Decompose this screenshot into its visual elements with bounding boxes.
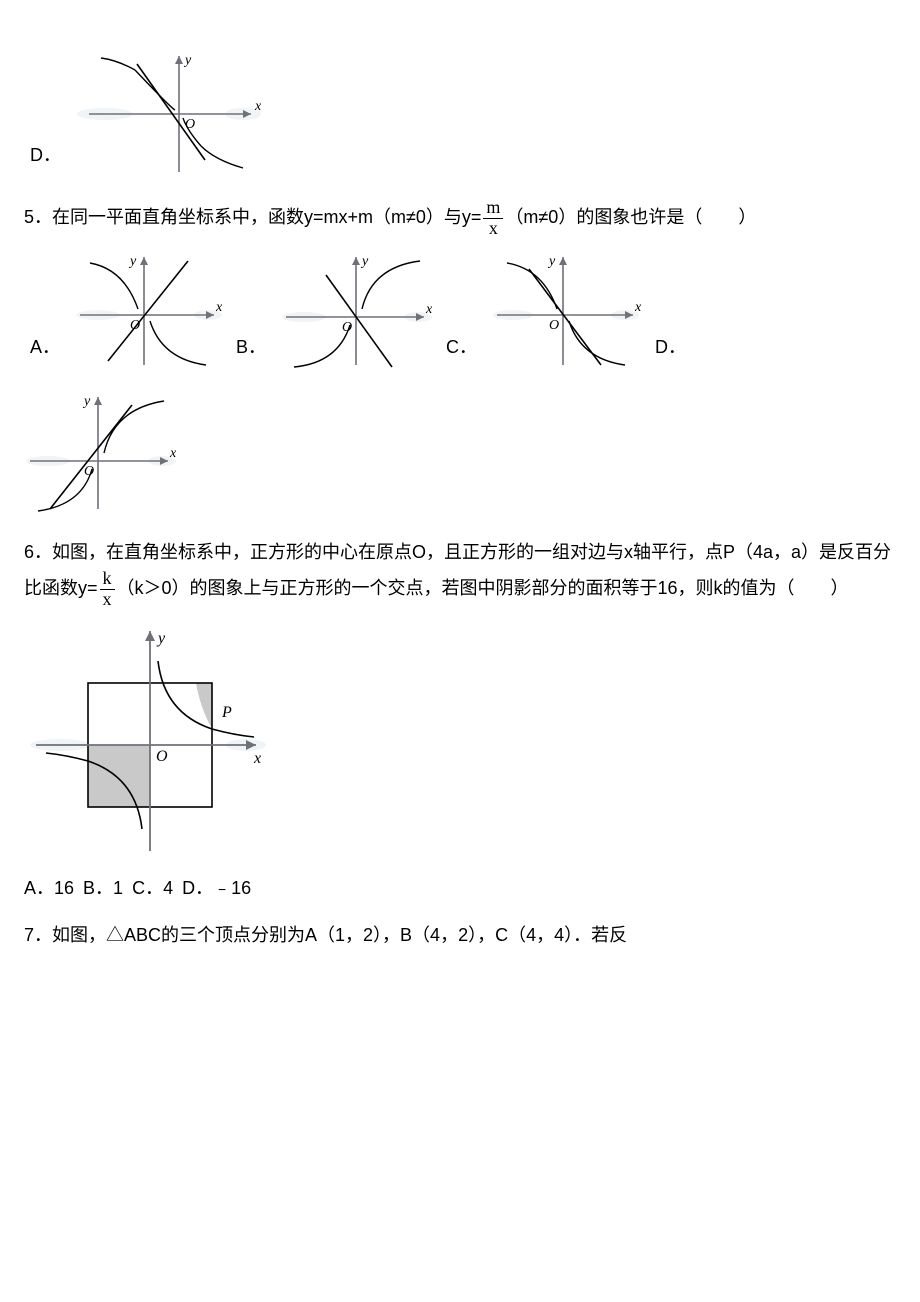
svg-text:x: x — [254, 99, 261, 114]
svg-text:y: y — [128, 254, 137, 269]
q4-option-d-graph: x y O — [75, 50, 261, 178]
q6-answer-c: C．4 — [132, 878, 173, 898]
q6-frac: kx — [100, 569, 115, 610]
q6-answers: A．16 B．1 C．4 D．﹣16 — [24, 871, 896, 905]
q5-option-c-label: C． — [446, 330, 477, 364]
q5-option-b-label: B． — [236, 330, 266, 364]
q6-stem-after: （k＞0）的图象上与正方形的一个交点，若图中阴影部分的面积等于16，则k的值为（… — [117, 578, 849, 598]
q6-answer-a: A．16 — [24, 878, 74, 898]
q6-frac-num: k — [100, 569, 115, 590]
q5-option-d-row: x y O — [24, 391, 896, 515]
svg-text:y: y — [547, 254, 556, 269]
q7-stem: 7．如图，△ABC的三个顶点分别为A（1，2），B（4，2），C（4，4）．若反 — [24, 918, 896, 952]
q5-frac-num: m — [483, 198, 503, 219]
q5-option-d-label: D． — [655, 330, 686, 364]
q5-options-row: A． x y O B． x y O — [24, 251, 896, 371]
q5-stem-before: 5．在同一平面直角坐标系中，函数y=mx+m（m≠0）与y= — [24, 207, 481, 227]
q5-stem: 5．在同一平面直角坐标系中，函数y=mx+m（m≠0）与y=mx（m≠0）的图象… — [24, 198, 896, 239]
svg-text:P: P — [221, 704, 232, 721]
q5-stem-after: （m≠0）的图象也许是（ ） — [505, 207, 756, 227]
q6-answer-b: B．1 — [83, 878, 123, 898]
q6-answer-d: D．﹣16 — [182, 878, 251, 898]
svg-text:x: x — [634, 300, 641, 315]
q6-frac-den: x — [100, 590, 115, 610]
q4-option-d-label: D． — [30, 138, 61, 172]
q6-figure: x y O P — [24, 621, 896, 859]
svg-text:x: x — [253, 750, 261, 767]
q5-option-c-graph: x y O — [491, 251, 641, 371]
svg-text:y: y — [360, 254, 369, 269]
svg-text:x: x — [215, 300, 222, 315]
q6-stem: 6．如图，在直角坐标系中，正方形的中心在原点O，且正方形的一组对边与x轴平行，点… — [24, 535, 896, 610]
q5-option-a-graph: x y O — [74, 251, 222, 371]
svg-text:y: y — [156, 630, 166, 647]
q5-frac: mx — [483, 198, 503, 239]
q5-option-b-graph: x y O — [280, 251, 432, 371]
svg-text:O: O — [549, 318, 559, 333]
q5-option-d-graph: x y O — [24, 391, 176, 515]
svg-text:x: x — [169, 446, 176, 461]
q5-frac-den: x — [483, 219, 503, 239]
svg-text:x: x — [425, 302, 432, 317]
svg-text:O: O — [156, 748, 168, 765]
q4-option-d-row: D． x y O — [24, 50, 896, 178]
svg-text:y: y — [82, 394, 91, 409]
q5-option-a-label: A． — [30, 330, 60, 364]
svg-text:y: y — [183, 53, 192, 68]
